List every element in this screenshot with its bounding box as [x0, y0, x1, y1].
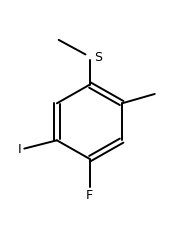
Text: S: S: [94, 51, 102, 64]
Text: F: F: [86, 188, 93, 201]
Text: I: I: [18, 143, 22, 155]
